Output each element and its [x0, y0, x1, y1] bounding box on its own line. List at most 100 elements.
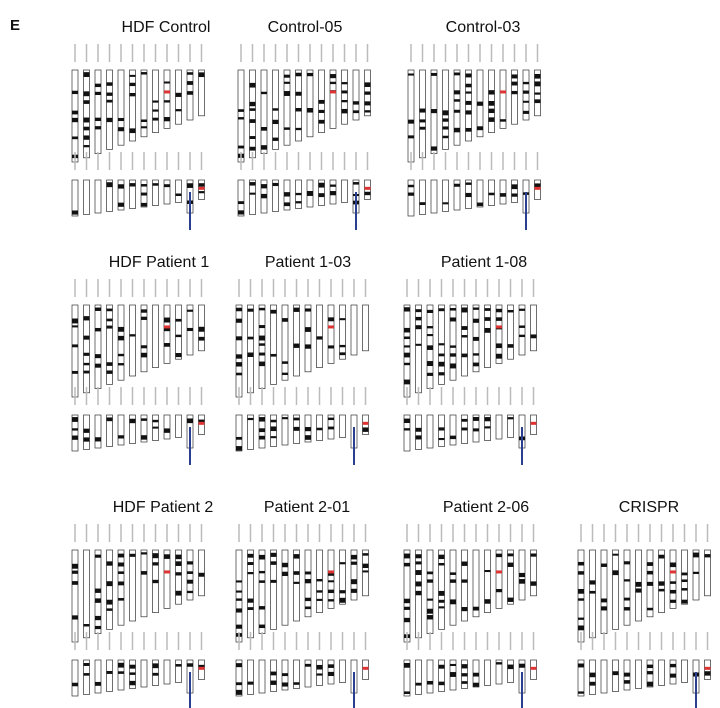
band	[271, 354, 277, 357]
band	[404, 618, 410, 622]
band	[153, 553, 159, 558]
band	[590, 682, 596, 686]
band	[95, 364, 101, 368]
band	[305, 572, 311, 575]
chromosome	[294, 305, 300, 376]
band	[624, 673, 630, 677]
chromosome	[420, 180, 426, 215]
chromosome	[176, 415, 182, 438]
band	[248, 599, 254, 603]
band	[439, 665, 445, 669]
band	[107, 671, 113, 674]
chromosome	[427, 550, 433, 634]
band	[416, 683, 422, 686]
band	[636, 582, 642, 587]
band	[294, 308, 300, 312]
band	[427, 326, 433, 328]
panel-title: Patient 1-03	[265, 254, 351, 271]
band	[84, 673, 90, 676]
band	[118, 354, 124, 356]
karyotype-panel: Patient 2-01	[236, 499, 369, 708]
band	[84, 316, 90, 320]
panel-title: Control-05	[268, 19, 343, 36]
chromosome	[659, 550, 665, 613]
band	[578, 571, 584, 574]
band	[294, 582, 300, 584]
band	[408, 120, 414, 124]
band	[118, 571, 124, 574]
band	[271, 420, 277, 423]
chromosome	[72, 660, 78, 696]
band	[187, 81, 193, 85]
band	[282, 563, 288, 567]
band	[363, 427, 369, 431]
chromosome	[328, 305, 334, 363]
band	[141, 203, 147, 207]
band	[72, 318, 78, 323]
band	[238, 146, 244, 149]
band	[259, 571, 265, 573]
band-highlight	[164, 325, 170, 328]
band	[107, 100, 113, 103]
band	[238, 210, 244, 214]
band	[199, 183, 205, 187]
band	[420, 119, 426, 122]
band	[462, 607, 468, 611]
band	[523, 111, 529, 114]
band	[95, 84, 101, 87]
band	[340, 562, 346, 564]
band	[404, 380, 410, 385]
band	[273, 183, 279, 186]
band	[236, 446, 242, 450]
band	[330, 74, 336, 78]
band	[236, 354, 242, 358]
band	[141, 119, 147, 122]
band-highlight	[535, 187, 541, 190]
band	[404, 345, 410, 347]
chromosome	[84, 180, 90, 215]
band	[330, 191, 336, 195]
band	[519, 325, 525, 327]
band	[328, 599, 334, 601]
band	[259, 362, 265, 367]
band	[259, 336, 265, 341]
band	[450, 317, 456, 321]
band	[141, 418, 147, 420]
chromosome	[72, 70, 78, 162]
band	[519, 579, 525, 584]
band	[95, 126, 101, 129]
band	[508, 665, 514, 670]
band	[462, 419, 468, 422]
band	[259, 606, 265, 609]
chromosome	[271, 305, 277, 384]
band	[130, 681, 136, 685]
band-highlight	[164, 570, 170, 573]
band	[84, 624, 90, 626]
band	[84, 145, 90, 147]
band	[319, 110, 325, 113]
band	[473, 428, 479, 431]
band	[439, 354, 445, 357]
band-highlight	[363, 422, 369, 425]
band	[307, 191, 313, 196]
chromosome	[427, 415, 433, 448]
band	[408, 193, 414, 196]
band	[107, 93, 113, 96]
band	[427, 615, 433, 619]
band	[353, 101, 359, 104]
band	[238, 109, 244, 112]
band	[439, 606, 445, 608]
band	[72, 210, 78, 214]
band	[427, 609, 433, 614]
chromosome	[259, 660, 265, 693]
band	[294, 682, 300, 685]
band	[317, 336, 323, 339]
band	[250, 136, 256, 139]
band	[259, 436, 265, 440]
band	[72, 436, 78, 440]
band	[523, 101, 529, 103]
band	[408, 185, 414, 188]
band	[439, 555, 445, 559]
band	[647, 582, 653, 586]
band	[328, 580, 334, 582]
